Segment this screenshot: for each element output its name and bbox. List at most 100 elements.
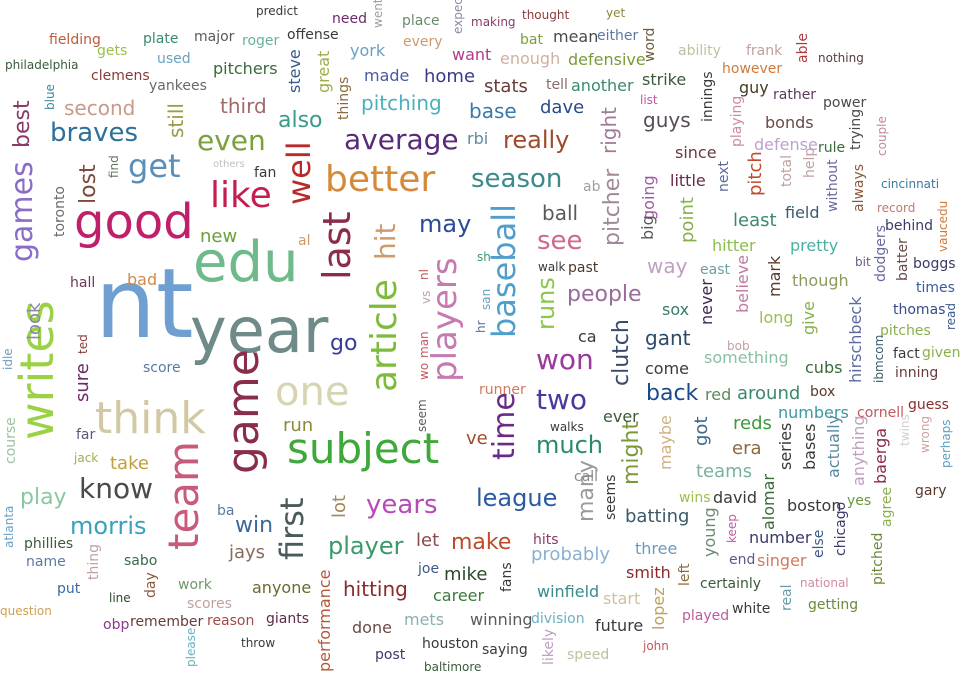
word-york: york bbox=[350, 41, 386, 60]
word-next: next bbox=[716, 160, 732, 192]
word-wrong: wrong bbox=[918, 415, 932, 453]
word-sure: sure bbox=[72, 363, 93, 402]
word-couple: couple bbox=[875, 116, 889, 156]
word-best: best bbox=[10, 100, 35, 148]
word-pitchers: pitchers bbox=[213, 59, 278, 78]
word-win: win bbox=[235, 513, 274, 538]
word-likely: likely bbox=[541, 628, 557, 665]
word-stats: stats bbox=[484, 76, 528, 97]
word-guys: guys bbox=[643, 108, 691, 132]
word-however: however bbox=[722, 61, 783, 77]
word-dave: dave bbox=[540, 97, 585, 118]
word-san: san bbox=[479, 288, 493, 310]
word-seems: seems bbox=[603, 474, 619, 520]
word-ball: ball bbox=[542, 201, 579, 225]
word-perhaps: perhaps bbox=[939, 419, 953, 468]
word-hitting: hitting bbox=[343, 577, 408, 601]
word-list: list bbox=[640, 93, 658, 107]
word-things: things bbox=[336, 76, 352, 120]
word-atlanta: atlanta bbox=[2, 505, 16, 548]
word-future: future bbox=[595, 616, 644, 635]
word-predict: predict bbox=[256, 4, 298, 18]
word-east: east bbox=[700, 262, 730, 278]
word-able: able bbox=[795, 33, 811, 63]
word-sox: sox bbox=[662, 300, 690, 319]
word-wins: wins bbox=[679, 490, 711, 506]
word-pretty: pretty bbox=[790, 236, 839, 255]
word-go: go bbox=[330, 331, 358, 356]
word-bit: bit bbox=[855, 255, 871, 269]
word-given: given bbox=[922, 345, 961, 361]
word-name: name bbox=[26, 554, 66, 570]
word-though: though bbox=[792, 271, 849, 290]
word-mets: mets bbox=[404, 610, 445, 629]
word-david: david bbox=[713, 488, 758, 507]
word-dodgers: dodgers bbox=[873, 225, 889, 282]
word-might: might bbox=[619, 420, 644, 485]
word-ibmcom: ibmcom bbox=[872, 334, 886, 383]
word-play: play bbox=[20, 485, 67, 510]
word-end: end bbox=[729, 552, 756, 568]
word-box: box bbox=[810, 384, 836, 400]
word-pitch: pitch bbox=[745, 151, 766, 196]
word-gant: gant bbox=[645, 326, 691, 350]
word-career: career bbox=[433, 586, 485, 605]
word-without: without bbox=[825, 159, 841, 212]
word-want: want bbox=[452, 45, 492, 64]
word-national: national bbox=[800, 576, 849, 590]
word-two: two bbox=[536, 383, 588, 416]
word-vaucedu: vaucedu bbox=[936, 200, 950, 252]
word-obp: obp bbox=[103, 617, 130, 633]
word-actually: actually bbox=[824, 414, 843, 478]
word-get: get bbox=[128, 147, 181, 185]
word-mean: mean bbox=[553, 27, 599, 46]
word-baseball: baseball bbox=[485, 204, 523, 338]
word-al: al bbox=[298, 233, 311, 249]
word-agree: agree bbox=[879, 486, 895, 527]
word-guess: guess bbox=[908, 397, 949, 413]
word-keep: keep bbox=[725, 514, 739, 543]
word-year: year bbox=[190, 294, 329, 367]
word-cubs: cubs bbox=[805, 358, 843, 377]
word-least: least bbox=[733, 210, 777, 231]
word-nt: nt bbox=[95, 248, 194, 360]
word-lopez: lopez bbox=[649, 587, 668, 630]
word-throw: throw bbox=[241, 636, 276, 650]
word-since: since bbox=[675, 143, 717, 162]
word-walk: walk bbox=[538, 260, 566, 274]
word-first: first bbox=[273, 497, 311, 560]
word-yes: yes bbox=[847, 493, 872, 509]
word-alomar: alomar bbox=[759, 473, 778, 530]
word-find: find bbox=[107, 155, 121, 178]
word-tell: tell bbox=[546, 77, 568, 93]
word-something: something bbox=[704, 348, 789, 367]
word-played: played bbox=[682, 608, 730, 624]
word-defense: defense bbox=[754, 135, 818, 154]
word-yankees: yankees bbox=[149, 78, 207, 94]
word-work: work bbox=[178, 577, 212, 593]
word-hall: hall bbox=[70, 275, 96, 291]
word-years: years bbox=[366, 490, 438, 520]
word-make: make bbox=[451, 530, 512, 555]
word-also: also bbox=[278, 108, 323, 133]
word-making: making bbox=[471, 15, 516, 29]
word-reds: reds bbox=[733, 413, 772, 434]
word-edu: edu bbox=[193, 230, 299, 295]
word-teams: teams bbox=[696, 461, 753, 482]
word-probably: probably bbox=[531, 544, 610, 565]
word-bat: bat bbox=[520, 32, 543, 48]
word-way: way bbox=[647, 254, 688, 278]
word-fact: fact bbox=[893, 346, 920, 362]
word-season: season bbox=[471, 164, 563, 194]
word-joe: joe bbox=[418, 561, 440, 577]
word-gary: gary bbox=[915, 483, 947, 499]
word-strike: strike bbox=[642, 70, 687, 89]
word-yet: yet bbox=[606, 6, 626, 20]
word-hr: hr bbox=[474, 320, 488, 333]
word-thomas: thomas bbox=[893, 302, 946, 318]
word-reason: reason bbox=[207, 613, 255, 629]
word-power: power bbox=[823, 95, 867, 111]
word-people: people bbox=[567, 282, 642, 307]
word-believe: believe bbox=[733, 254, 752, 313]
word-third: third bbox=[220, 94, 267, 118]
